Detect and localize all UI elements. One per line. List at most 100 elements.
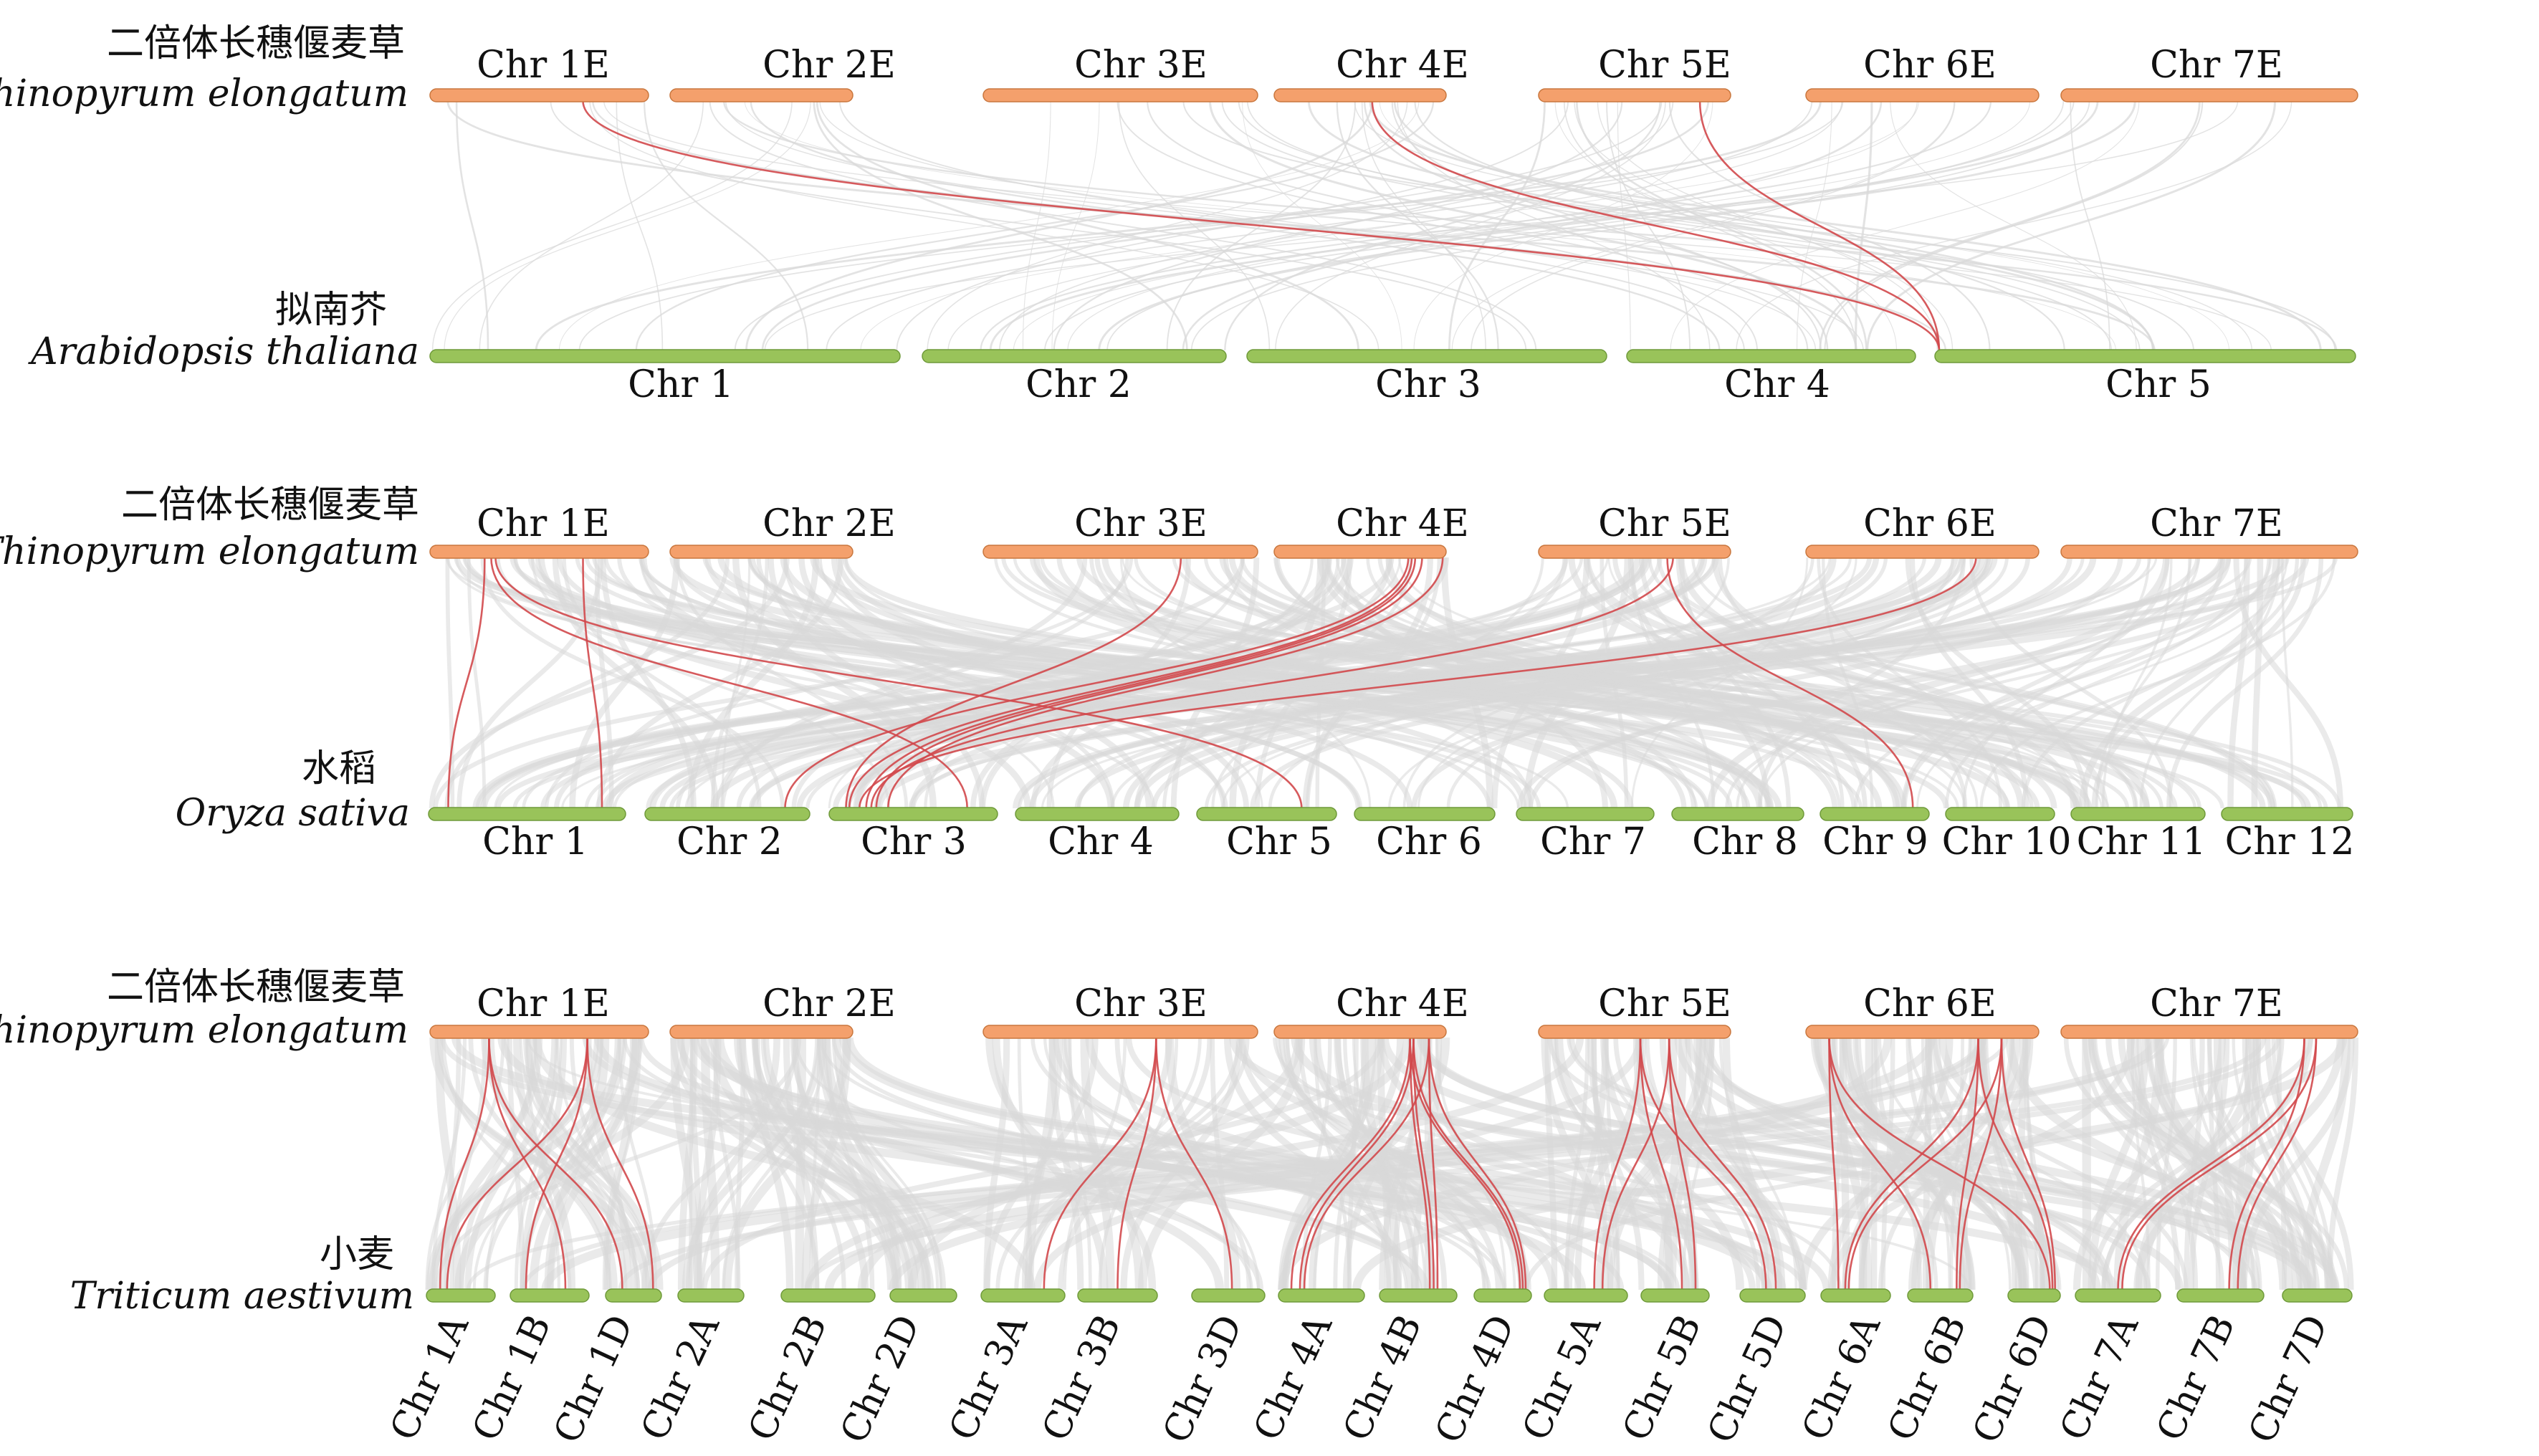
- background-link: [710, 101, 1536, 350]
- top-chr-label: Chr 7E: [2150, 502, 2283, 545]
- top-chromosome-bar: [430, 89, 649, 102]
- top-chr-label: Chr 5E: [1598, 44, 1731, 87]
- bottom-chromosome-bar: [2177, 1289, 2264, 1302]
- bottom-chromosome-bar: [1015, 808, 1179, 820]
- bottom-chr-label: Chr 7D: [2241, 1308, 2337, 1450]
- bottom-chromosome-bar: [1354, 808, 1495, 820]
- bottom-chromosome-bar: [1544, 1289, 1627, 1302]
- top-chr-label: Chr 2E: [762, 502, 896, 545]
- top-chromosome-bar: [430, 545, 649, 558]
- background-link: [745, 101, 2115, 350]
- bottom-chromosome-bar: [426, 1289, 495, 1302]
- top-chr-label: Chr 4E: [1336, 982, 1469, 1025]
- bottom-chr-label: Chr 1: [628, 363, 734, 406]
- top-chr-label: Chr 7E: [2150, 44, 2283, 87]
- bottom-chr-label: Chr 2B: [740, 1308, 836, 1447]
- bottom-chr-label: Chr 2: [676, 820, 783, 863]
- bottom-chromosome-bar: [678, 1289, 744, 1302]
- bottom-chromosome-bar: [1935, 350, 2356, 363]
- top-chromosome-bar: [1806, 1025, 2039, 1038]
- bottom-chr-label: Chr 10: [1942, 820, 2072, 863]
- bottom-chromosome-bar: [981, 1289, 1065, 1302]
- background-link: [1874, 1038, 1875, 1290]
- bottom-chr-label: Chr 3B: [1034, 1308, 1129, 1447]
- bottom-chromosome-bar: [2071, 808, 2205, 820]
- top-chr-label: Chr 5E: [1598, 982, 1731, 1025]
- background-link: [1183, 101, 2335, 350]
- top-chromosome-bar: [2061, 545, 2358, 558]
- top-chromosome-bar: [670, 1025, 853, 1038]
- bottom-chromosome-bar: [2282, 1289, 2352, 1302]
- background-link: [1574, 101, 1953, 350]
- bottom-species-cn: 小麦: [320, 1233, 394, 1276]
- bottom-chromosome-bar: [2222, 808, 2353, 820]
- bottom-chromosome-bar: [1908, 1289, 1973, 1302]
- bottom-chr-label: Chr 5B: [1615, 1308, 1710, 1447]
- bottom-chr-label: Chr 2D: [833, 1308, 929, 1450]
- bottom-chromosome-bar: [2008, 1289, 2060, 1302]
- top-chromosome-bar: [2061, 89, 2358, 102]
- bottom-chr-label: Chr 2A: [633, 1308, 728, 1447]
- bottom-chr-label: Chr 11: [2077, 820, 2206, 863]
- top-chr-label: Chr 2E: [762, 982, 896, 1025]
- bottom-chromosome-bar: [645, 808, 810, 820]
- bottom-chr-label: Chr 6B: [1880, 1308, 1975, 1447]
- bottom-chromosome-bar: [829, 808, 998, 820]
- top-chr-label: Chr 6E: [1863, 982, 1997, 1025]
- background-link: [479, 101, 703, 350]
- bottom-chr-label: Chr 5D: [1700, 1308, 1796, 1450]
- bottom-chr-label: Chr 3A: [941, 1308, 1036, 1447]
- top-chr-label: Chr 6E: [1863, 44, 1997, 87]
- bottom-chromosome-bar: [1627, 350, 1916, 363]
- bottom-chromosome-bar: [1247, 350, 1607, 363]
- top-chr-label: Chr 1E: [477, 982, 610, 1025]
- top-chromosome-bar: [1539, 1025, 1731, 1038]
- bottom-chr-label: Chr 6: [1376, 820, 1482, 863]
- bottom-chromosome-bar: [429, 808, 626, 820]
- top-chromosome-bar: [983, 1025, 1258, 1038]
- top-chromosome-bar: [1274, 1025, 1446, 1038]
- top-chr-label: Chr 7E: [2150, 982, 2283, 1025]
- background-link: [456, 101, 488, 350]
- bottom-chromosome-bar: [1380, 1289, 1457, 1302]
- top-chromosome-bar: [670, 545, 853, 558]
- top-chromosome-bar: [1539, 89, 1731, 102]
- top-chr-label: Chr 2E: [762, 44, 896, 87]
- bottom-chromosome-bar: [1192, 1289, 1265, 1302]
- bottom-chromosome-bar: [510, 1289, 589, 1302]
- bottom-chromosome-bar: [922, 350, 1226, 363]
- bottom-chr-label: Chr 1: [482, 820, 588, 863]
- bottom-chr-label: Chr 6D: [1965, 1308, 2061, 1450]
- top-chr-label: Chr 1E: [477, 502, 610, 545]
- top-chromosome-bar: [1274, 545, 1446, 558]
- bottom-chromosome-bar: [1946, 808, 2055, 820]
- top-chromosome-bar: [670, 89, 853, 102]
- top-chromosome-bar: [1806, 545, 2039, 558]
- top-chromosome-bar: [1806, 89, 2039, 102]
- top-chr-label: Chr 5E: [1598, 502, 1731, 545]
- bottom-chr-label: Chr 1D: [546, 1308, 642, 1450]
- bottom-chromosome-bar: [1278, 1289, 1364, 1302]
- bottom-chr-label: Chr 5: [2105, 363, 2212, 406]
- top-chr-label: Chr 1E: [477, 44, 610, 87]
- background-link: [1820, 101, 2200, 350]
- bottom-chromosome-bar: [1821, 1289, 1890, 1302]
- background-link: [1239, 101, 2194, 350]
- bottom-chr-label: Chr 6A: [1794, 1308, 1889, 1447]
- bottom-chr-label: Chr 7: [1540, 820, 1646, 863]
- top-chromosome-bar: [1539, 545, 1731, 558]
- bottom-species-latin: Triticum aestivum: [70, 1275, 414, 1318]
- top-chromosome-bar: [1274, 89, 1446, 102]
- bottom-chr-label: Chr 4: [1724, 363, 1830, 406]
- top-chr-label: Chr 3E: [1074, 502, 1208, 545]
- bottom-chr-label: Chr 12: [2225, 820, 2355, 863]
- bottom-chr-label: Chr 1B: [464, 1308, 560, 1447]
- bottom-chr-label: Chr 5: [1226, 820, 1332, 863]
